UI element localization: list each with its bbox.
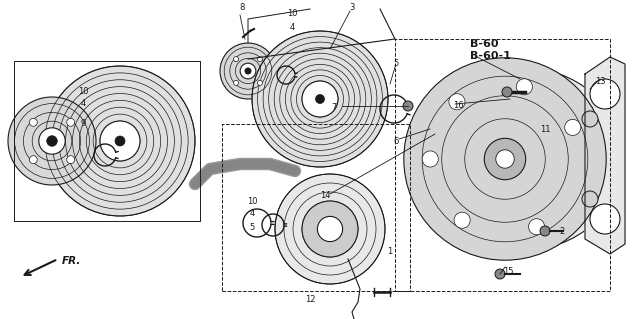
Circle shape: [257, 56, 262, 62]
Circle shape: [100, 121, 140, 161]
Circle shape: [245, 68, 251, 74]
Circle shape: [302, 201, 358, 257]
Text: 13: 13: [595, 78, 605, 86]
Text: 4: 4: [289, 23, 294, 32]
Text: 14: 14: [320, 191, 330, 201]
Text: 5: 5: [394, 58, 399, 68]
Circle shape: [47, 136, 58, 146]
Text: B-60-1: B-60-1: [470, 51, 511, 61]
Circle shape: [516, 79, 532, 95]
Circle shape: [29, 156, 37, 164]
Text: 10: 10: [77, 86, 88, 95]
Text: 1: 1: [387, 247, 392, 256]
Circle shape: [495, 269, 505, 279]
Ellipse shape: [417, 67, 623, 251]
Text: 4: 4: [250, 210, 255, 219]
Text: 9: 9: [81, 118, 86, 128]
Circle shape: [540, 226, 550, 236]
Circle shape: [67, 118, 75, 126]
Circle shape: [316, 94, 324, 103]
Text: FR.: FR.: [62, 256, 81, 266]
Circle shape: [564, 119, 580, 136]
Text: 2: 2: [559, 227, 564, 236]
Circle shape: [234, 80, 239, 85]
Circle shape: [240, 63, 256, 79]
Circle shape: [422, 151, 438, 167]
Text: 15: 15: [503, 266, 513, 276]
Circle shape: [404, 58, 606, 260]
Circle shape: [590, 204, 620, 234]
Text: 11: 11: [540, 124, 550, 133]
Text: 5: 5: [250, 222, 255, 232]
Text: 3: 3: [349, 3, 355, 11]
Circle shape: [45, 66, 195, 216]
Circle shape: [8, 97, 96, 185]
Text: 6: 6: [394, 137, 399, 145]
Text: 10: 10: [287, 10, 297, 19]
Circle shape: [220, 43, 276, 99]
Circle shape: [234, 56, 239, 62]
Circle shape: [257, 80, 262, 85]
Circle shape: [496, 150, 514, 168]
Circle shape: [67, 156, 75, 164]
Circle shape: [115, 136, 125, 146]
Circle shape: [39, 128, 65, 154]
Circle shape: [449, 94, 465, 110]
Circle shape: [275, 174, 385, 284]
Text: 4: 4: [81, 100, 86, 108]
Polygon shape: [585, 57, 625, 254]
Text: B-60: B-60: [470, 39, 499, 49]
Circle shape: [582, 111, 598, 127]
Text: 8: 8: [239, 3, 244, 11]
Circle shape: [29, 118, 37, 126]
Circle shape: [403, 101, 413, 111]
Circle shape: [302, 81, 338, 117]
Circle shape: [529, 219, 545, 235]
Circle shape: [484, 138, 525, 180]
Text: 7: 7: [332, 103, 337, 113]
Circle shape: [502, 87, 512, 97]
Text: 16: 16: [452, 101, 463, 110]
Circle shape: [454, 212, 470, 228]
Circle shape: [317, 216, 342, 241]
Text: 10: 10: [247, 197, 257, 205]
Text: 12: 12: [305, 294, 316, 303]
Circle shape: [252, 31, 388, 167]
Circle shape: [582, 191, 598, 207]
Circle shape: [590, 79, 620, 109]
